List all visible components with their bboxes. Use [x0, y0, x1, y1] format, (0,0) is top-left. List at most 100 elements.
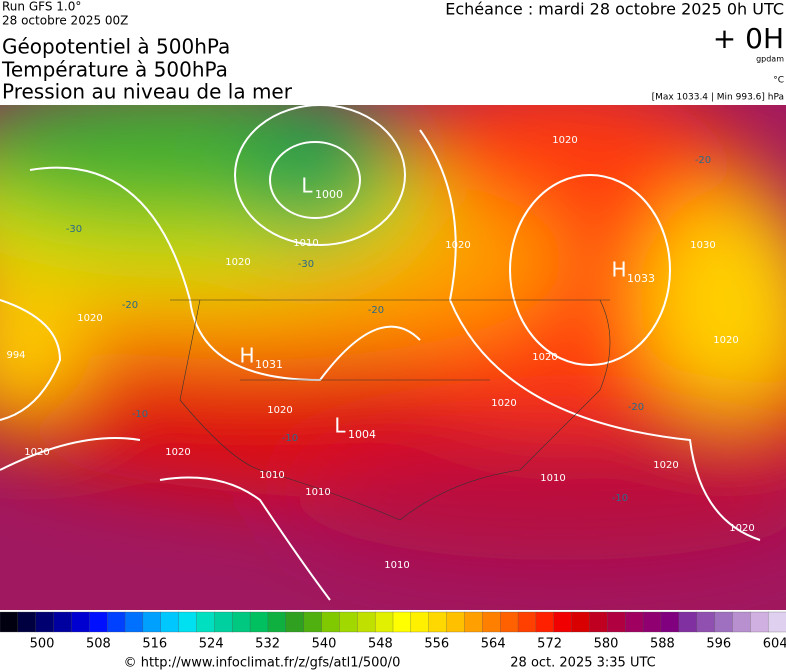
colorbar-swatch	[374, 611, 394, 633]
colorbar-swatch	[428, 611, 448, 633]
colorbar-swatch	[71, 611, 90, 633]
isobar-label: 1010	[305, 487, 330, 498]
isobar-label: 1020	[24, 447, 49, 458]
colorbar-swatch	[678, 611, 698, 633]
colorbar-swatch	[107, 611, 126, 633]
colorbar-swatch	[357, 611, 376, 633]
colorbar-swatch	[321, 611, 341, 633]
colorbar-tick-label: 532	[255, 637, 280, 652]
colorbar-tick-label: 604	[763, 637, 786, 652]
colorbar-swatch	[35, 611, 55, 633]
colorbar: 500 508 516 524 532 540 548 556 564 572 580 588 596 6…	[0, 611, 786, 652]
colorbar-swatch	[285, 611, 305, 633]
isobar-label: 1020	[552, 135, 577, 146]
isobar-label: 1020	[491, 398, 516, 409]
colorbar-swatch	[625, 611, 644, 633]
isobar-label: 1020	[267, 405, 292, 416]
colorbar-swatch	[339, 611, 358, 633]
temperature-label: -10	[612, 493, 628, 504]
temperature-label: -20	[628, 402, 644, 413]
forecast-time: Echéance : mardi 28 octobre 2025 0h UTC	[445, 0, 784, 19]
pressure-center-value: 1033	[627, 272, 655, 285]
colorbar-swatch	[160, 611, 180, 633]
colorbar-swatch	[642, 611, 662, 633]
isobar-label: 1020	[713, 335, 738, 346]
colorbar-swatch	[464, 611, 483, 633]
colorbar-swatch	[714, 611, 734, 633]
pressure-center-value: 1031	[255, 358, 283, 371]
temperature-label: -30	[66, 224, 82, 235]
pressure-center-value: 1000	[315, 188, 343, 201]
colorbar-swatch	[17, 611, 37, 633]
colorbar-swatch	[517, 611, 537, 633]
temperature-label: -10	[132, 409, 148, 420]
isobar-label: 1020	[729, 523, 754, 534]
isobar-label: 1020	[165, 447, 190, 458]
colorbar-swatch	[214, 611, 233, 633]
isobar-label: 1010	[384, 560, 409, 571]
colorbar-swatch	[767, 611, 786, 633]
colorbar-swatch	[553, 611, 573, 633]
temperature-label: -20	[368, 305, 384, 316]
colorbar-swatch	[500, 611, 519, 633]
title: Géopotentiel à 500hPa	[2, 35, 230, 59]
colorbar-tick-label: 564	[481, 637, 506, 652]
isobar-label: 1010	[293, 238, 318, 249]
colorbar-swatch	[589, 611, 609, 633]
colorbar-swatch	[696, 611, 716, 633]
colorbar-tick-label: 508	[86, 637, 111, 652]
title: Température à 500hPa	[1, 58, 228, 82]
colorbar-tick-label: 572	[537, 637, 562, 652]
pressure-center-letter: H	[239, 344, 254, 368]
isobar-label: 1030	[690, 240, 715, 251]
isobar-label: 1020	[445, 240, 470, 251]
colorbar-swatch	[660, 611, 680, 633]
unit-temperature: °C	[773, 76, 784, 86]
colorbar-tick-label: 540	[312, 637, 337, 652]
forecast-offset: + 0H	[713, 22, 784, 55]
colorbar-swatch	[482, 611, 501, 633]
isobar-label: 1020	[77, 313, 102, 324]
colorbar-swatch	[446, 611, 466, 633]
isobar-label: 1010	[259, 470, 284, 481]
pressure-range: [Max 1033.4 | Min 993.6] hPa	[652, 93, 784, 103]
temperature-label: -20	[122, 300, 138, 311]
colorbar-swatch	[196, 611, 216, 633]
pressure-center-letter: L	[301, 174, 313, 198]
unit-geopotential: gpdam	[756, 55, 784, 64]
colorbar-tick-label: 548	[368, 637, 393, 652]
colorbar-tick-label: 500	[30, 637, 55, 652]
colorbar-swatch	[535, 611, 555, 633]
temperature-label: -10	[282, 433, 298, 444]
isobar-label: 1020	[653, 460, 678, 471]
pressure-center-letter: L	[334, 414, 346, 438]
colorbar-tick-label: 556	[424, 637, 449, 652]
map	[0, 105, 786, 610]
borders	[170, 299, 611, 521]
run-date: 28 octobre 2025 00Z	[2, 14, 128, 28]
colorbar-swatch	[607, 611, 626, 633]
colorbar-swatch	[89, 611, 108, 633]
colorbar-swatch	[750, 611, 769, 633]
pressure-center-letter: H	[611, 258, 626, 282]
run-label: Run GFS 1.0°	[2, 0, 81, 14]
pressure-center-value: 1004	[348, 428, 376, 441]
title: Pression au niveau de la mer	[2, 80, 293, 104]
colorbar-tick-label: 516	[142, 637, 167, 652]
isobar-label: 1020	[225, 257, 250, 268]
isobars	[0, 105, 761, 601]
colorbar-swatch	[249, 611, 269, 633]
colorbar-tick-label: 588	[650, 637, 675, 652]
temperature-label: -20	[695, 155, 711, 166]
source: © http://www.infoclimat.fr/z/gfs/atl1/50…	[124, 656, 401, 671]
colorbar-tick-label: 524	[199, 637, 224, 652]
temperature-label: -30	[298, 259, 314, 270]
colorbar-swatch	[267, 611, 287, 633]
colorbar-swatch	[232, 611, 251, 633]
colorbar-swatch	[303, 611, 323, 633]
colorbar-swatch	[53, 611, 73, 633]
colorbar-swatch	[142, 611, 162, 633]
isobar-label: 1010	[540, 473, 565, 484]
